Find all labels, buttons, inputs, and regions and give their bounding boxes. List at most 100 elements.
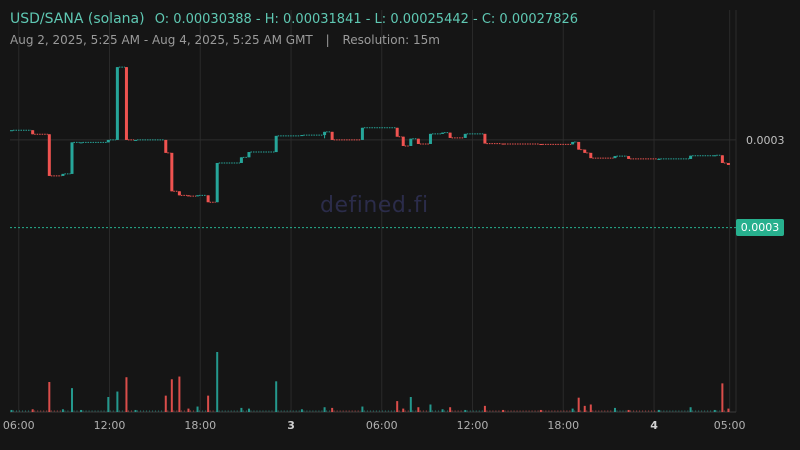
volume-bar bbox=[589, 404, 592, 412]
candle-body bbox=[70, 142, 74, 174]
candle-body bbox=[106, 139, 110, 143]
candle-body bbox=[247, 152, 251, 158]
time-tick-label: 06:00 bbox=[366, 419, 398, 432]
volume-bar bbox=[429, 404, 432, 412]
candle-body bbox=[657, 158, 661, 160]
candle-body bbox=[627, 156, 631, 159]
volume-bar bbox=[178, 376, 181, 412]
volume-bar bbox=[409, 397, 412, 412]
volume-bar bbox=[577, 397, 580, 412]
candle-body bbox=[416, 138, 420, 144]
candle-body bbox=[409, 138, 413, 146]
time-tick-label: 3 bbox=[287, 419, 295, 432]
candle-body bbox=[274, 135, 278, 153]
time-tick-label: 18:00 bbox=[547, 419, 579, 432]
volume-bar bbox=[61, 409, 64, 412]
time-tick-label: 12:00 bbox=[457, 419, 489, 432]
candle-body bbox=[463, 133, 467, 138]
candle-body bbox=[79, 142, 83, 144]
time-tick-label: 18:00 bbox=[184, 419, 216, 432]
candle-body bbox=[206, 195, 210, 203]
candle-body bbox=[401, 136, 405, 146]
volume-bar bbox=[396, 401, 399, 412]
chart-header: USD/SANA (solana) O: 0.00030388 - H: 0.0… bbox=[10, 11, 578, 27]
volume-bar bbox=[713, 409, 716, 412]
candle-body bbox=[215, 162, 219, 203]
candle-body bbox=[613, 156, 617, 159]
time-tick-label: 06:00 bbox=[3, 419, 35, 432]
pair-name: USD/SANA (solana) bbox=[10, 11, 145, 27]
volume-bar bbox=[441, 409, 444, 412]
volume-bar bbox=[216, 352, 219, 412]
volume-bar bbox=[502, 409, 505, 412]
candle-body bbox=[395, 127, 399, 137]
candle-body bbox=[196, 195, 200, 197]
candle-body bbox=[726, 162, 730, 165]
candle-body bbox=[134, 139, 138, 141]
candle-body bbox=[539, 143, 543, 145]
resolution: Resolution: 15m bbox=[342, 33, 440, 47]
volume-bar bbox=[207, 395, 210, 412]
candle-body bbox=[61, 173, 65, 176]
volume-bar bbox=[275, 381, 278, 412]
candle-body bbox=[501, 143, 505, 145]
candle-body bbox=[428, 133, 432, 144]
volume-bar bbox=[571, 408, 574, 412]
candle-body bbox=[589, 152, 593, 159]
candle-body bbox=[323, 131, 327, 136]
volume-bar bbox=[721, 383, 724, 412]
volume-bar bbox=[323, 407, 326, 412]
watermark: defined.fi bbox=[320, 193, 429, 218]
candle-body bbox=[10, 130, 13, 132]
candle-body bbox=[170, 152, 174, 192]
candle-body bbox=[300, 135, 304, 137]
candle-body bbox=[164, 139, 168, 153]
volume-bar bbox=[196, 406, 199, 412]
volume-bar bbox=[125, 377, 128, 412]
chart-subheader: Aug 2, 2025, 5:25 AM - Aug 4, 2025, 5:25… bbox=[10, 33, 440, 47]
volume-bar bbox=[71, 388, 73, 412]
volume-bar bbox=[240, 407, 243, 412]
volume-bar bbox=[247, 408, 250, 412]
volume-bar bbox=[48, 382, 51, 412]
volume-bar bbox=[331, 407, 334, 412]
candle-body bbox=[577, 141, 581, 150]
separator: | bbox=[325, 33, 330, 47]
volume-bar bbox=[170, 379, 173, 412]
volume-bar bbox=[689, 407, 692, 412]
volume-bar bbox=[134, 409, 137, 412]
volume-bar bbox=[300, 409, 303, 412]
candle-body bbox=[571, 141, 575, 145]
volume-bars bbox=[10, 352, 730, 412]
price-axis: 0.0003 bbox=[746, 134, 785, 147]
volume-bar bbox=[31, 409, 34, 412]
volume-bar bbox=[10, 409, 13, 412]
time-range: Aug 2, 2025, 5:25 AM - Aug 4, 2025, 5:25… bbox=[10, 33, 313, 47]
candle-body bbox=[239, 157, 243, 163]
volume-bar bbox=[449, 407, 452, 412]
volume-bar bbox=[483, 405, 486, 412]
candle-body bbox=[177, 191, 181, 196]
current-price-badge: 0.0003 bbox=[736, 219, 784, 237]
candle-body bbox=[689, 155, 693, 159]
volume-bar bbox=[107, 397, 110, 412]
time-tick-label: 4 bbox=[650, 419, 658, 432]
time-tick-label: 12:00 bbox=[94, 419, 126, 432]
volume-bar bbox=[402, 408, 405, 412]
candle-body bbox=[713, 155, 717, 157]
candle-body bbox=[360, 127, 364, 140]
candle-body bbox=[31, 130, 35, 135]
time-axis: 06:00 12:00 18:00 3 06:00 12:00 18:00 4 05:00 bbox=[3, 419, 746, 432]
volume-bar bbox=[627, 409, 630, 412]
volume-bar bbox=[583, 405, 586, 412]
volume-bar bbox=[539, 409, 542, 412]
ohlc-values: O: 0.00030388 - H: 0.00031841 - L: 0.000… bbox=[154, 12, 579, 27]
volume-bar bbox=[80, 409, 83, 412]
candle-body bbox=[441, 132, 445, 134]
candle-body bbox=[186, 195, 190, 197]
candle-body bbox=[124, 67, 128, 140]
time-tick-label: 05:00 bbox=[714, 419, 746, 432]
candle-body bbox=[115, 67, 119, 140]
volume-bar bbox=[613, 407, 616, 412]
